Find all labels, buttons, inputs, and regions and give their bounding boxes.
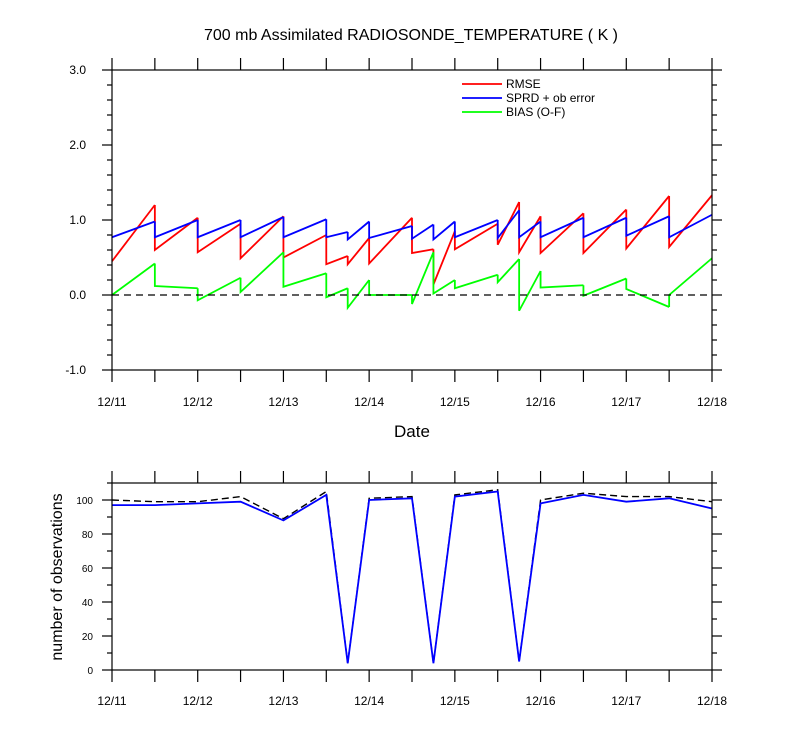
bias-o-f-line-segment bbox=[368, 280, 412, 296]
x-tick-label: 12/17 bbox=[611, 395, 641, 409]
bias-o-f-line-segment bbox=[153, 263, 198, 290]
bottom-series-group bbox=[111, 489, 713, 664]
sprd-ob-error-line-segment bbox=[111, 220, 156, 239]
rmse-line-segment bbox=[411, 217, 434, 255]
x-tick-label: 12/11 bbox=[97, 694, 126, 708]
top-chart: 700 mb Assimilated RADIOSONDE_TEMPERATUR… bbox=[65, 27, 727, 441]
rmse-line-segment bbox=[453, 222, 499, 251]
sprd-ob-error-line-segment bbox=[368, 221, 413, 240]
y-tick-label: 80 bbox=[82, 530, 94, 541]
sprd-ob-error-line-segment bbox=[518, 210, 542, 240]
sprd-ob-error-line-segment bbox=[196, 219, 241, 239]
bias-o-f-line-segment bbox=[111, 262, 156, 296]
bias-o-f-line-segment bbox=[496, 258, 520, 285]
sprd-ob-error-line-segment bbox=[153, 219, 199, 239]
x-tick-label: 12/14 bbox=[354, 395, 384, 409]
rmse-line-segment bbox=[111, 204, 156, 262]
bias-o-f-line-segment bbox=[518, 259, 542, 312]
x-tick-label: 12/18 bbox=[697, 694, 727, 708]
chart-title: 700 mb Assimilated RADIOSONDE_TEMPERATUR… bbox=[204, 27, 618, 44]
x-tick-label: 12/12 bbox=[183, 395, 213, 409]
x-tick-label: 12/12 bbox=[183, 694, 213, 708]
bottom-plot-frame bbox=[111, 482, 713, 671]
legend-label: BIAS (O-F) bbox=[506, 105, 565, 119]
rmse-line-segment bbox=[346, 237, 370, 267]
bias-o-f-line-segment bbox=[668, 257, 713, 307]
total-count-line bbox=[111, 489, 713, 664]
bias-o-f-line-segment bbox=[196, 276, 241, 302]
rmse-line-segment bbox=[518, 202, 542, 256]
bias-o-f-line-segment bbox=[453, 273, 498, 290]
legend-label: SPRD + ob error bbox=[506, 91, 595, 105]
x-tick-label: 12/15 bbox=[440, 694, 470, 708]
bias-o-f-line-segment bbox=[282, 252, 327, 288]
bottom-axes: 0 20 40 60 80 100 12/11 12/12 12/13 12/14 12/15 12/… bbox=[76, 471, 727, 708]
sprd-ob-error-line-segment bbox=[496, 209, 520, 241]
sprd-ob-error-line-segment bbox=[346, 220, 370, 242]
bias-o-f-line-segment bbox=[432, 252, 456, 296]
y-tick-label: 0.0 bbox=[69, 288, 86, 302]
sprd-ob-error-line-segment bbox=[411, 223, 434, 241]
rmse-line-segment bbox=[625, 195, 670, 252]
bias-o-f-line-segment bbox=[582, 277, 627, 298]
x-tick-label: 12/16 bbox=[526, 395, 556, 409]
sprd-ob-error-line-segment bbox=[325, 219, 348, 239]
y-tick-label: 1.0 bbox=[69, 213, 86, 227]
x-tick-label: 12/13 bbox=[268, 694, 298, 708]
y-tick-label: 40 bbox=[82, 598, 94, 609]
rmse-line-segment bbox=[368, 217, 413, 266]
sprd-ob-error-line-segment bbox=[432, 220, 456, 242]
sprd-ob-error-line-segment bbox=[453, 219, 499, 239]
y-tick-label: -1.0 bbox=[65, 363, 86, 377]
y-tick-label: 100 bbox=[76, 496, 93, 507]
bias-o-f-line-segment bbox=[346, 279, 370, 311]
y-tick-label: 20 bbox=[82, 632, 94, 643]
sprd-ob-error-line-segment bbox=[625, 215, 670, 238]
sprd-ob-error-line-segment bbox=[539, 216, 584, 239]
x-tick-label: 12/18 bbox=[697, 395, 727, 409]
sprd-ob-error-line-segment bbox=[668, 213, 713, 239]
x-axis-label: Date bbox=[394, 422, 430, 441]
rmse-line-segment bbox=[153, 205, 199, 252]
y-tick-label: 60 bbox=[82, 564, 94, 575]
x-tick-label: 12/14 bbox=[354, 694, 384, 708]
x-tick-label: 12/15 bbox=[440, 395, 470, 409]
sprd-ob-error-line-segment bbox=[239, 216, 284, 239]
rmse-line-segment bbox=[325, 235, 349, 266]
sprd-ob-error-line-segment bbox=[282, 217, 327, 239]
bias-o-f-line-segment bbox=[411, 251, 435, 305]
bias-o-f-line-segment bbox=[239, 251, 285, 295]
rmse-line-segment bbox=[539, 212, 585, 256]
y-axis-label: number of observations bbox=[49, 493, 66, 660]
bias-o-f-line-segment bbox=[325, 273, 349, 299]
x-tick-label: 12/17 bbox=[611, 694, 641, 708]
top-series-group bbox=[111, 194, 713, 312]
assimilated-count-line bbox=[112, 490, 713, 664]
bottom-chart: 0 20 40 60 80 100 12/11 12/12 12/13 12/14 12/15 12/… bbox=[49, 471, 727, 708]
y-tick-label: 3.0 bbox=[69, 63, 86, 77]
y-tick-label: 0 bbox=[87, 666, 93, 677]
x-tick-label: 12/16 bbox=[526, 694, 556, 708]
rmse-line-segment bbox=[668, 194, 713, 250]
x-tick-label: 12/11 bbox=[97, 395, 126, 409]
rmse-line-segment bbox=[239, 215, 285, 261]
y-tick-label: 2.0 bbox=[69, 138, 86, 152]
bias-o-f-line-segment bbox=[539, 271, 584, 289]
rmse-line-segment bbox=[432, 230, 456, 285]
x-tick-label: 12/13 bbox=[268, 395, 298, 409]
rmse-line-segment bbox=[582, 208, 627, 256]
legend-label: RMSE bbox=[506, 77, 541, 91]
top-axes: -1.0 0.0 1.0 2.0 3.0 12/11 12/12 12/13 12/14 12/1… bbox=[65, 58, 727, 409]
sprd-ob-error-line-segment bbox=[582, 216, 627, 239]
bias-o-f-line-segment bbox=[625, 278, 670, 308]
